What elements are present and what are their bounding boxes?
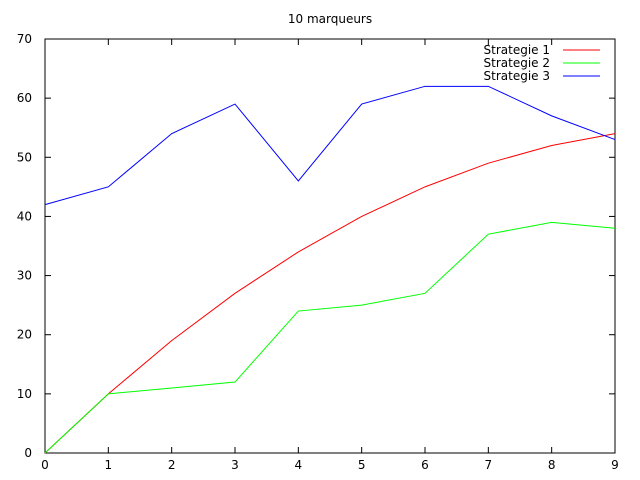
y-tick-label: 30 — [17, 269, 32, 283]
y-tick-label: 60 — [17, 91, 32, 105]
x-tick-label: 1 — [105, 458, 113, 472]
y-tick-label: 20 — [17, 328, 32, 342]
y-tick-label: 50 — [17, 150, 32, 164]
x-tick-label: 0 — [41, 458, 49, 472]
x-tick-label: 5 — [358, 458, 366, 472]
legend-label: Strategie 2 — [484, 56, 550, 70]
x-tick-label: 3 — [231, 458, 239, 472]
series-line-3 — [44, 85, 616, 206]
legend-label: Strategie 1 — [484, 43, 550, 57]
series-line-2 — [44, 221, 616, 454]
y-axis: 0 10 20 30 40 50 60 70 — [17, 32, 615, 460]
plot-frame — [44, 38, 616, 454]
x-tick-label: 9 — [611, 458, 619, 472]
y-tick-label: 0 — [24, 446, 32, 460]
x-tick-label: 2 — [168, 458, 176, 472]
x-tick-label: 6 — [421, 458, 429, 472]
x-tick-label: 4 — [295, 458, 303, 472]
chart-title: 10 marqueurs — [288, 12, 372, 26]
x-tick-label: 7 — [485, 458, 493, 472]
legend-label: Strategie 3 — [484, 69, 550, 83]
series-line-1 — [44, 133, 616, 454]
y-tick-label: 10 — [17, 387, 32, 401]
y-tick-label: 40 — [17, 209, 32, 223]
series-lines — [44, 85, 616, 454]
x-axis: 0 1 2 3 4 5 6 7 8 9 — [41, 39, 619, 472]
x-tick-label: 8 — [548, 458, 556, 472]
y-tick-label: 70 — [17, 32, 32, 46]
